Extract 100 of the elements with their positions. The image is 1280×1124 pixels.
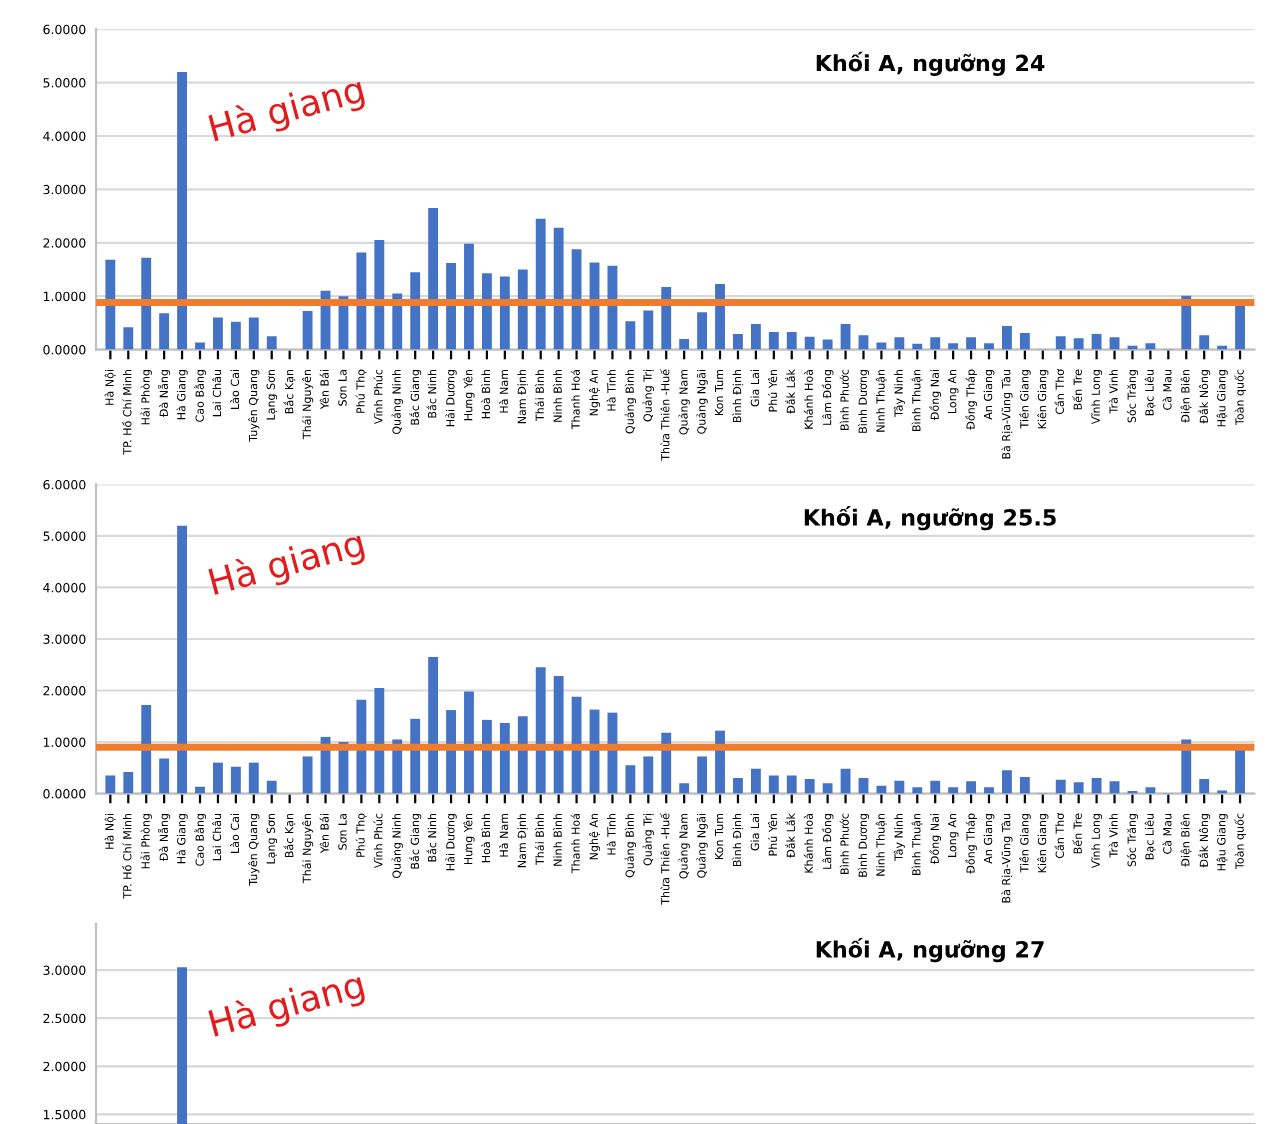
bar <box>643 756 654 794</box>
bar <box>105 775 116 794</box>
annotation: Hà giang <box>207 526 367 603</box>
bar <box>1055 779 1066 794</box>
bar <box>679 338 690 350</box>
bar <box>213 317 223 350</box>
bar <box>105 259 116 350</box>
bar <box>410 718 421 794</box>
bar <box>159 313 170 350</box>
text: Khối A, ngưỡng 27 <box>816 937 1044 963</box>
bar <box>464 243 474 350</box>
bar <box>195 786 205 794</box>
bar <box>804 336 815 350</box>
bar <box>535 667 546 794</box>
bar <box>966 337 977 350</box>
bar <box>535 218 546 350</box>
bar <box>912 787 923 794</box>
bar <box>1091 778 1102 794</box>
bar <box>643 310 654 350</box>
annotation: Hà giang <box>207 968 367 1044</box>
bar <box>786 775 797 794</box>
bar <box>374 687 385 794</box>
bar <box>446 710 456 794</box>
bar <box>768 331 779 350</box>
bar <box>230 321 241 350</box>
bar <box>177 71 187 350</box>
bar <box>697 312 708 350</box>
bar <box>948 787 959 794</box>
bar <box>804 779 815 794</box>
bar <box>374 240 385 350</box>
bar <box>822 783 833 794</box>
bar <box>679 783 690 794</box>
bar <box>1002 326 1012 350</box>
bar <box>266 780 277 794</box>
bar <box>966 781 977 794</box>
bar <box>1019 333 1030 350</box>
bar <box>356 699 367 794</box>
bar <box>446 263 456 350</box>
bar <box>302 756 313 794</box>
bar <box>123 327 134 350</box>
bar <box>1002 770 1012 794</box>
bar <box>625 321 636 350</box>
bar <box>1235 304 1245 350</box>
bar <box>733 778 743 794</box>
bar <box>768 775 779 794</box>
bar <box>1073 338 1084 350</box>
bar <box>930 780 941 794</box>
bar <box>822 339 833 350</box>
bar <box>876 785 887 794</box>
bar <box>1019 777 1030 794</box>
bar <box>499 276 510 350</box>
bar <box>1145 787 1156 794</box>
bar <box>571 249 582 350</box>
bar <box>1091 334 1102 350</box>
bar <box>517 716 528 794</box>
text: Khối A, ngưỡng 25.5 <box>804 506 1056 531</box>
bar <box>750 323 761 350</box>
bar <box>1199 779 1210 794</box>
bar <box>517 269 528 350</box>
bar <box>697 756 708 794</box>
bar <box>266 336 277 350</box>
bar <box>499 722 510 794</box>
bar <box>984 343 994 350</box>
bar <box>230 766 241 794</box>
bar <box>1145 343 1156 350</box>
bar <box>1073 782 1084 794</box>
bar <box>786 331 797 350</box>
bar <box>1055 336 1066 350</box>
bar <box>464 691 474 794</box>
bar <box>625 765 636 794</box>
bar <box>481 719 492 794</box>
bar <box>356 252 367 350</box>
bar <box>930 337 941 350</box>
bar <box>1235 748 1245 794</box>
bar <box>428 657 439 794</box>
bar <box>1199 335 1210 350</box>
bar <box>481 273 492 350</box>
bar <box>123 771 134 794</box>
bar <box>948 343 959 350</box>
bar <box>177 525 187 794</box>
bar <box>213 762 223 794</box>
bar <box>894 780 905 794</box>
bar <box>141 704 152 794</box>
bar <box>750 768 761 794</box>
bar <box>553 227 564 350</box>
bar <box>428 208 439 350</box>
bar <box>733 334 743 350</box>
bar <box>894 337 905 350</box>
bar <box>553 676 564 794</box>
bar <box>248 762 259 794</box>
bar <box>410 272 421 350</box>
bar <box>302 311 313 350</box>
bar <box>159 758 170 794</box>
bar <box>141 257 152 350</box>
bar <box>571 696 582 794</box>
bar <box>248 317 259 350</box>
annotation: Hà giang <box>207 73 367 149</box>
bar <box>715 283 725 350</box>
bar <box>984 787 994 794</box>
text: Khối A, ngưỡng 24 <box>816 51 1045 76</box>
